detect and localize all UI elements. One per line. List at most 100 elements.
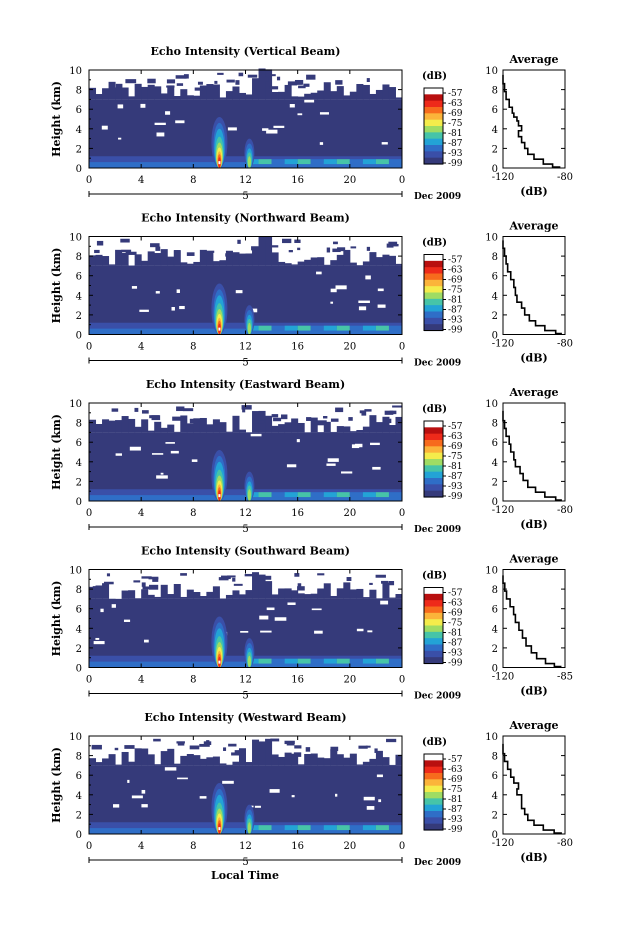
echo-cell [89, 419, 97, 433]
colorbar-swatch [424, 305, 443, 313]
x-tick-label: 8 [190, 675, 196, 686]
echo-cell [395, 754, 403, 766]
echo-cell [297, 593, 305, 599]
echo-gap [129, 446, 141, 451]
echo-cell [382, 84, 390, 100]
echo-cell [141, 582, 146, 587]
echo-cell [95, 94, 103, 100]
colorbar-swatch [424, 126, 443, 133]
echo-cell [343, 426, 351, 433]
secondary-cell [247, 489, 252, 501]
echo-cell [176, 83, 184, 86]
echo-cell [375, 422, 383, 433]
echo-cell [219, 260, 227, 266]
echo-gap [335, 793, 338, 797]
profile-x-label: (dB) [520, 851, 547, 864]
y-tick-label: 4 [76, 791, 82, 802]
echo-cell [238, 594, 246, 599]
x-tick-label: 20 [343, 675, 356, 686]
secondary-cell [247, 156, 252, 168]
colorbar-frame [423, 254, 444, 331]
echo-cell [197, 81, 203, 85]
echo-cell [381, 580, 389, 584]
colorbar-tick-label: -63 [448, 599, 463, 609]
colorbar-tick-label: -69 [448, 442, 463, 452]
echo-cell [206, 251, 214, 266]
colorbar-unit: (dB) [422, 737, 447, 748]
echo-gap [273, 125, 285, 128]
echo-cell [326, 247, 331, 253]
echo-cell [356, 429, 364, 433]
profile-line [502, 575, 562, 668]
echo-cell [225, 431, 233, 433]
x-tick-label: 16 [291, 342, 304, 353]
echo-cell [294, 573, 300, 577]
x-tick-label: 8 [190, 841, 196, 852]
colorbar-swatch [424, 465, 443, 473]
secondary-cell [247, 822, 252, 834]
echo-cell [89, 255, 97, 266]
colorbar-tick-label: -99 [448, 825, 463, 835]
colorbar-tick-label: -93 [448, 815, 463, 825]
echo-cell [186, 754, 194, 766]
echo-cell [227, 575, 236, 578]
colorbar-swatch [424, 625, 443, 633]
echo-cell [141, 589, 149, 599]
echo-cell [359, 410, 366, 414]
echo-cell [252, 585, 256, 588]
echo-cell [180, 262, 188, 266]
echo-cell [186, 263, 194, 266]
echo-cell [206, 757, 214, 766]
secondary-cell [247, 655, 252, 668]
echo-cell [383, 418, 392, 424]
echo-cell [304, 259, 312, 266]
echo-cell [103, 581, 114, 585]
x-tick-label: 8 [190, 175, 196, 186]
x-tick-label: 0 [86, 508, 92, 519]
boundary-cell [388, 159, 402, 165]
echo-cell [335, 80, 343, 85]
echo-cell [258, 236, 266, 266]
echo-cell [241, 405, 252, 410]
boundary-cell [336, 325, 350, 331]
profile-line [502, 240, 562, 335]
profile-y-tick-label: 10 [485, 66, 498, 77]
echo-gap [171, 306, 175, 311]
echo-cell [199, 758, 207, 766]
colorbar-swatch [424, 260, 443, 268]
echo-cell [310, 92, 318, 100]
x-tick-label: 0 [86, 342, 92, 353]
echo-cell [238, 748, 246, 766]
echo-gap [358, 306, 367, 311]
x-tick-label: 12 [239, 841, 252, 852]
echo-gap [286, 464, 297, 468]
echo-cell [358, 745, 368, 749]
echo-cell [232, 577, 236, 582]
profile-y-tick-label: 10 [485, 233, 498, 244]
boundary-cell [323, 658, 337, 664]
echo-cell [147, 78, 156, 84]
echo-cell [382, 757, 390, 766]
echo-gap [314, 630, 323, 634]
colorbar-tick-label: -69 [448, 609, 463, 619]
y-tick-label: 10 [69, 566, 82, 577]
y-axis-label: Height (km) [50, 81, 63, 157]
colorbar-swatch [424, 798, 443, 806]
boundary-cell [349, 825, 363, 831]
echo-cell [384, 410, 394, 415]
y-axis-label: Height (km) [50, 414, 63, 490]
echo-gap [319, 142, 324, 145]
echo-cell [265, 415, 273, 433]
echo-cell [258, 741, 266, 766]
boundary-cell [388, 492, 402, 498]
x-tick-label: 0 [399, 175, 405, 186]
boundary-cell [284, 492, 298, 498]
echo-cell [317, 90, 325, 100]
colorbar-swatch [424, 267, 443, 275]
echo-cell [134, 426, 142, 433]
profile-y-tick-label: 0 [492, 830, 498, 841]
echo-cell [89, 758, 97, 766]
profile-y-tick-label: 4 [492, 125, 498, 136]
echo-cell [232, 590, 240, 599]
y-tick-label: 6 [76, 605, 82, 616]
